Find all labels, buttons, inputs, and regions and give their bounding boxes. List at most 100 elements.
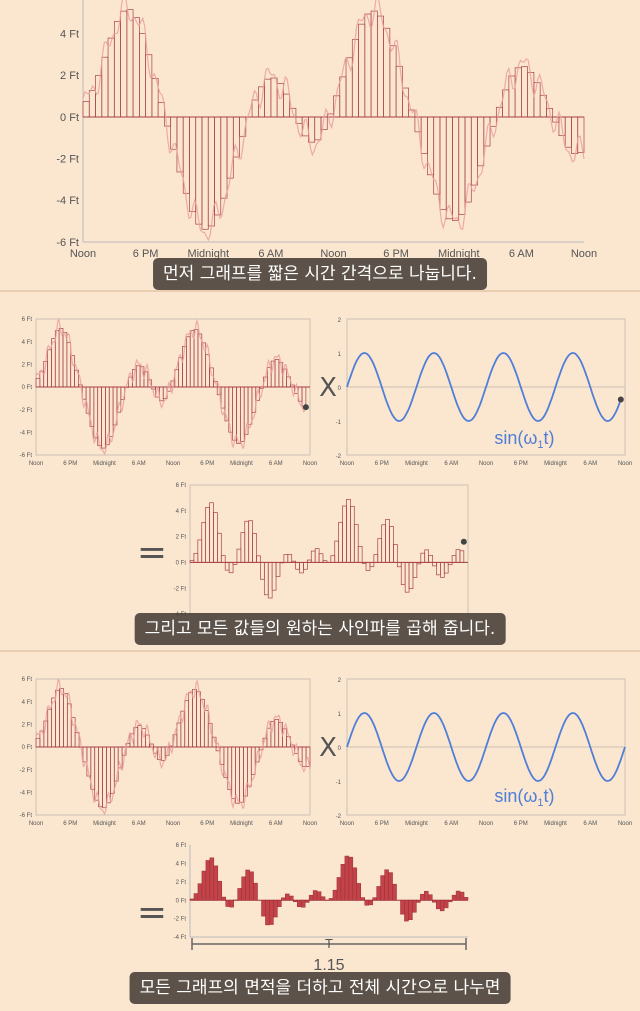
- sine-chart-y-tick-label: 2: [338, 318, 342, 324]
- sine-chart-x-tick-label: Midnight: [405, 461, 428, 467]
- product-chart-2-bar: [281, 897, 286, 901]
- small-signal-2-y-tick-label: 0 Ft: [22, 745, 33, 751]
- product-chart-2-bar: [352, 867, 358, 901]
- product-chart-2-bar: [404, 899, 409, 922]
- equals-symbol-2: =: [137, 892, 167, 933]
- product-chart-bar: [373, 554, 379, 563]
- caption-panel-1: 먼저 그래프를 짧은 시간 간격으로 나눕니다.: [153, 258, 487, 290]
- product-chart-bar: [440, 562, 445, 578]
- sine-chart-y-tick-label: -2: [336, 454, 342, 460]
- area-value: 1.15: [313, 957, 344, 974]
- product-chart-bar: [240, 532, 246, 563]
- large-signal-bar: [176, 116, 184, 173]
- multiply-symbol: X: [319, 373, 337, 403]
- product-chart-2-bar: [344, 855, 350, 901]
- product-chart-2-bar: [412, 899, 417, 913]
- sine-chart-x-tick-label: Midnight: [544, 461, 567, 467]
- small-signal-2-x-tick-label: 6 AM: [132, 821, 146, 827]
- product-chart-2-bar: [265, 899, 270, 926]
- product-chart-2-bar: [424, 890, 429, 901]
- sine-chart-2-x-tick-label: Noon: [618, 821, 632, 827]
- product-chart-y-tick-label: 6 Ft: [176, 483, 187, 489]
- large-signal-bar: [539, 94, 547, 118]
- small-signal-2-x-tick-label: Midnight: [93, 821, 116, 827]
- product-chart-2-bar: [368, 899, 373, 906]
- small-signal-bar: [58, 327, 64, 388]
- large-signal-bar: [232, 116, 240, 158]
- large-signal-bar: [107, 37, 115, 118]
- large-signal-bar: [220, 116, 228, 199]
- small-signal-2-bar: [305, 746, 311, 767]
- small-signal-x-tick-label: Midnight: [93, 461, 116, 467]
- product-chart-2-bar: [285, 893, 290, 901]
- sine-chart-x-tick-label: 6 PM: [514, 461, 528, 467]
- large-signal-bar: [264, 78, 272, 118]
- small-signal-2-bar: [137, 725, 143, 748]
- product-chart-bar: [291, 560, 296, 563]
- sine-chart-2-x-tick-label: 6 AM: [444, 821, 458, 827]
- product-chart-2-y-tick-label: -2 Ft: [174, 917, 187, 923]
- product-chart-2-bar: [261, 899, 266, 917]
- sine-chart-sine-label: sin(ω1t): [494, 428, 554, 451]
- sine-chart-2-y-tick-label: 2: [338, 678, 342, 684]
- large-signal-bar: [126, 9, 134, 118]
- product-chart-2-bar: [364, 899, 369, 906]
- small-signal-2-bar: [239, 746, 244, 803]
- product-chart-2-bar: [205, 860, 211, 901]
- product-chart-2-bar: [316, 891, 322, 901]
- large-signal-y-tick-label: -2 Ft: [56, 154, 79, 166]
- equals-symbol: =: [137, 532, 167, 573]
- product-chart-2-y-tick-label: 6 Ft: [176, 843, 187, 849]
- large-signal-bar: [358, 23, 366, 118]
- product-chart-2-bar: [447, 899, 453, 903]
- product-chart-y-tick-label: -2 Ft: [174, 586, 187, 592]
- product-chart-2-bar: [380, 875, 385, 901]
- product-chart-2-bar: [237, 888, 242, 901]
- small-signal-2-x-tick-label: Noon: [166, 821, 180, 827]
- product-chart-bar: [260, 562, 265, 580]
- small-signal-2-bar: [117, 746, 123, 769]
- product-chart-bar: [443, 562, 449, 574]
- product-chart-frame: [189, 484, 469, 615]
- large-signal-bar: [364, 13, 372, 118]
- small-signal-bar: [259, 386, 264, 389]
- product-chart-bar: [275, 562, 281, 577]
- large-signal-bar: [427, 116, 435, 176]
- product-chart-bar: [365, 562, 371, 571]
- large-signal-bar: [101, 56, 109, 118]
- product-chart-bar: [350, 505, 355, 563]
- large-signal-bar: [577, 116, 585, 153]
- large-signal-bar: [95, 75, 103, 118]
- product-chart-bar: [228, 562, 234, 574]
- product-chart-y-tick-label: 4 Ft: [176, 509, 187, 515]
- small-signal-2-x-tick-label: Noon: [29, 821, 43, 827]
- large-signal-bar: [351, 39, 359, 118]
- large-signal-bar: [439, 116, 447, 210]
- sine-chart-2-x-tick-label: Midnight: [405, 821, 428, 827]
- small-signal-y-tick-label: -6 Ft: [20, 453, 33, 459]
- charts-multiply: -6 Ft -4 Ft -2 Ft 0 Ft 2 Ft 4 Ft 6 Ft Noon 6 PM M…: [20, 317, 633, 618]
- product-chart-2-bar: [312, 890, 318, 901]
- small-signal-2-bar: [250, 746, 256, 775]
- small-signal-2-bar: [110, 746, 115, 794]
- small-signal-y-tick-label: -4 Ft: [20, 430, 33, 436]
- sine-chart-2-sine-line: [346, 712, 626, 782]
- sine-chart-2-x-tick-label: 6 PM: [514, 821, 528, 827]
- product-chart-2-bar: [253, 882, 258, 901]
- large-signal-raw-line: [82, 0, 585, 242]
- small-signal-y-tick-label: 4 Ft: [22, 340, 33, 346]
- large-signal-bar: [226, 116, 234, 179]
- product-chart-2-bar: [348, 856, 354, 901]
- small-signal-2-bar: [82, 746, 88, 763]
- large-signal-bar: [445, 116, 453, 220]
- product-chart-2-bar: [332, 889, 338, 901]
- product-chart-2-y-tick-label: 0 Ft: [176, 898, 187, 904]
- sine-chart-2-x-tick-label: Midnight: [544, 821, 567, 827]
- product-chart-2-bar: [197, 883, 203, 901]
- small-signal-bar: [35, 377, 41, 388]
- sine-chart-2-y-tick-label: -2: [336, 814, 342, 820]
- large-signal-bar: [452, 116, 460, 221]
- product-chart-bar: [318, 553, 324, 563]
- sine-chart-x-tick-label: Noon: [340, 461, 354, 467]
- product-chart-bar: [299, 562, 304, 574]
